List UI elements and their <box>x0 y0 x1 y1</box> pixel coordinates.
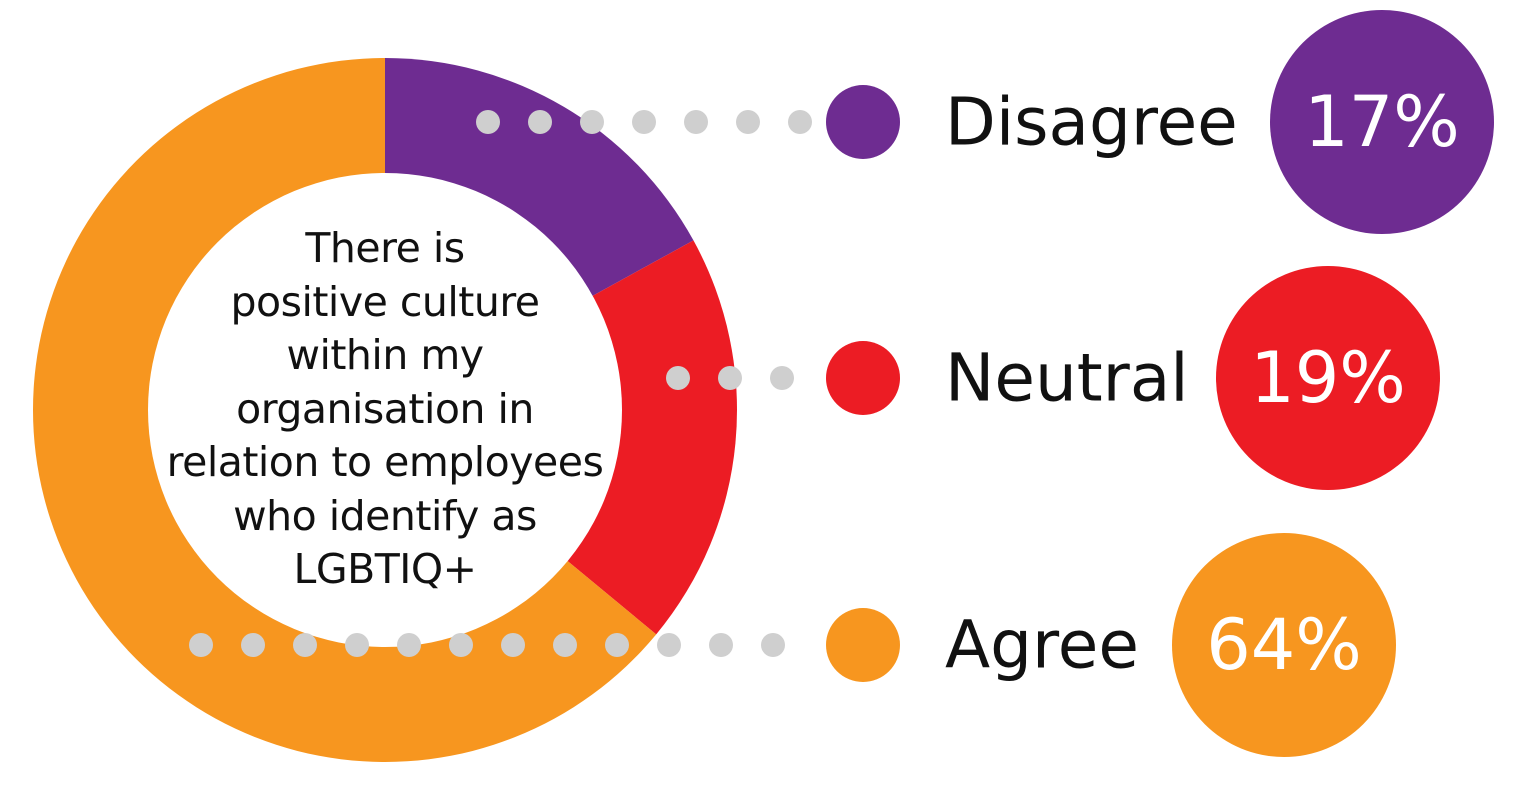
connector-dot-disagree <box>476 110 500 134</box>
center-line-5: relation to employees <box>166 438 604 486</box>
connector-dot-neutral <box>770 366 794 390</box>
percent-label-agree: 64% <box>1206 604 1362 686</box>
connector-dot-disagree <box>632 110 656 134</box>
connector-dot-disagree <box>736 110 760 134</box>
connector-dot-agree <box>553 633 577 657</box>
legend-dot-agree <box>826 608 900 682</box>
connector-dot-agree <box>241 633 265 657</box>
legend-dot-disagree <box>826 85 900 159</box>
legend-label-neutral: Neutral <box>945 340 1189 417</box>
connector-dot-neutral <box>666 366 690 390</box>
connector-dot-agree <box>345 633 369 657</box>
connector-dot-disagree <box>788 110 812 134</box>
connector-dot-agree <box>189 633 213 657</box>
connector-dot-agree <box>709 633 733 657</box>
center-line-1: There is <box>305 224 465 272</box>
connector-dot-neutral <box>718 366 742 390</box>
connector-dot-agree <box>449 633 473 657</box>
percent-label-neutral: 19% <box>1250 337 1406 419</box>
legend-dot-neutral <box>826 341 900 415</box>
percent-badge-neutral <box>1216 266 1440 490</box>
center-line-7: LGBTIQ+ <box>293 545 477 593</box>
percent-label-disagree: 17% <box>1304 81 1460 163</box>
connector-dot-agree <box>397 633 421 657</box>
center-line-2: positive culture <box>230 277 540 326</box>
center-question: There is positive culture within my orga… <box>145 222 625 597</box>
legend-label-agree: Agree <box>945 607 1139 684</box>
percent-badge-disagree <box>1270 10 1494 234</box>
center-line-3: within my <box>286 331 484 379</box>
connector-dots <box>189 110 812 657</box>
connector-dot-disagree <box>684 110 708 134</box>
connector-dot-agree <box>501 633 525 657</box>
center-line-6: who identify as <box>233 491 537 540</box>
connector-dot-disagree <box>528 110 552 134</box>
legend-label-disagree: Disagree <box>945 84 1238 161</box>
connector-dot-agree <box>605 633 629 657</box>
connector-dot-agree <box>293 633 317 657</box>
connector-dot-agree <box>657 633 681 657</box>
percent-badge-agree <box>1172 533 1396 757</box>
connector-dot-agree <box>761 633 785 657</box>
legend: Disagree 17% Neutral 19% Agree 64% <box>826 10 1494 757</box>
connector-dot-disagree <box>580 110 604 134</box>
donut-hole <box>148 173 622 647</box>
center-line-4: organisation in <box>236 384 534 433</box>
